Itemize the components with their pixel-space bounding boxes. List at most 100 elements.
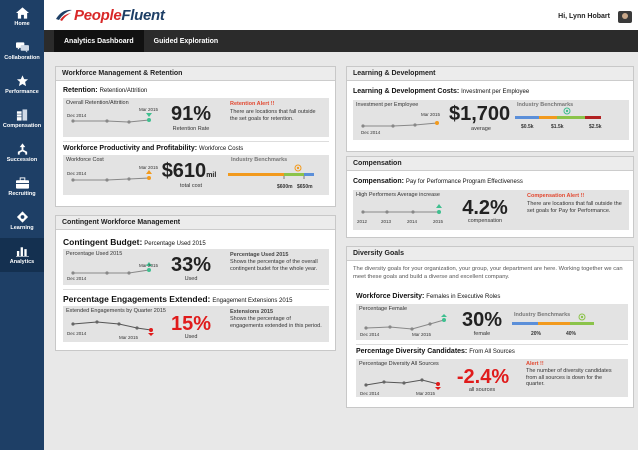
budget-title: Contingent Budget: Percentage Used 2015 [63,237,206,247]
engagements-value: 15% [170,313,212,335]
up-arrow-icon [436,204,442,208]
brand-name-red: People [74,6,122,24]
benchmark-segment [539,116,557,119]
spark-point [437,210,441,214]
chat-icon [15,42,29,53]
sidebar-item-home[interactable]: Home [0,0,44,34]
benchmark-segment [585,116,601,119]
females-caption: female [473,331,491,337]
sidebar-item-label: Home [14,21,30,27]
sidebar-item-collaboration[interactable]: Collaboration [0,34,44,68]
spark-point [135,326,139,330]
logo[interactable]: PeopleFluent [56,7,165,24]
benchmark-marker [578,313,586,321]
spark-point [442,318,446,322]
spark-point [71,271,75,275]
learning-value: $1,700 [449,103,511,125]
section-divider [356,344,628,345]
benchmark-segment [515,116,539,119]
x-label: 2012 [357,219,368,224]
sidebar-item-label: Succession [6,157,38,163]
spark-point [127,177,131,181]
x-end-label: Mar 2015 [412,332,432,337]
spark-point [361,210,365,214]
sidebar-item-compensation[interactable]: Compensation [0,102,44,136]
candidates-value: -2.4% [456,366,510,388]
spark-point [420,378,424,382]
budget-value: 33% [170,254,212,276]
tab-guided-exploration[interactable]: Guided Exploration [153,37,219,45]
tab-bar: Analytics Dashboard Guided Exploration [44,30,638,52]
sidebar-item-succession[interactable]: Succession [0,136,44,170]
user-greeting[interactable]: Hi, Lynn Hobart [558,13,610,20]
spark-point [428,322,432,326]
x-end-label: Mar 2015 [139,107,159,112]
engagements-caption: Used [184,334,198,340]
diversity-panel: Diversity Goals The diversity goals for … [346,246,634,408]
sidebar-item-label: Collaboration [4,55,40,61]
bar-chart-icon [15,247,29,257]
home-icon [15,7,29,19]
x-start-label: Dec 2014 [360,332,380,337]
x-end-label: Mar 2015 [139,263,159,268]
sidebar-item-performance[interactable]: Performance [0,68,44,102]
benchmark-marker [294,164,302,172]
retention-alert-body: There are locations that fall outside th… [230,109,316,122]
candidates-title: Percentage Diversity Candidates: From Al… [356,348,515,355]
spark-point [105,271,109,275]
budget-sparkline [71,262,152,275]
down-arrow-icon [146,113,152,117]
retention-sparkline [71,113,152,124]
sidebar-item-label: Compensation [2,123,42,129]
cost-value: $610mil [161,160,217,182]
tab-analytics-dashboard[interactable]: Analytics Dashboard [54,30,144,52]
benchmark-segment [557,116,585,119]
benchmark-label-a: 20% [531,331,542,337]
x-start-label: Dec 2014 [361,130,381,135]
cost-sparkline [71,170,152,182]
learning-benchmark-bar [515,107,601,119]
engagements-sparkline [71,320,154,336]
top-bar: PeopleFluent Hi, Lynn Hobart [44,0,638,30]
candidates-caption: all sources [468,387,496,393]
panel-header: Workforce Management & Retention [56,67,335,81]
panel-header: Compensation [347,157,633,171]
logo-swoosh-icon [56,9,72,21]
spark-point [147,268,151,272]
benchmark-title: Industry Benchmarks [517,102,574,108]
benchmark-label-c: $2.5k [589,124,602,130]
spark-point [71,322,75,326]
sidebar-item-recruiting[interactable]: Recruiting [0,170,44,204]
spark-point [435,121,439,125]
spark-point [388,325,392,329]
sidebar-item-learning[interactable]: Learning [0,204,44,238]
card-label: Workforce Cost [66,157,104,163]
spark-point [147,176,151,180]
spark-point [149,328,153,332]
x-label: 2014 [407,219,418,224]
spark-point [364,326,368,330]
spark-point [382,380,386,384]
compensation-caption: compensation [467,218,503,224]
avatar[interactable] [618,11,632,23]
candidates-sparkline [364,378,441,390]
compensation-alert-title: Compensation Alert !! [527,193,585,199]
engagements-note-body: Shows the percentage of engagements exte… [230,316,322,329]
retention-card: Overall Retention/Attrition Dec 2014 Mar… [63,98,329,137]
cost-benchmark-bar [228,164,314,179]
sidebar-item-analytics[interactable]: Analytics [0,238,44,272]
productivity-card: Workforce Cost Dec 2014 Mar 2015 $610mil… [63,155,329,195]
star-icon [16,75,28,87]
sidebar-item-label: Recruiting [8,191,36,197]
succession-icon [17,143,27,155]
engagements-card: Extended Engagements by Quarter 2015 Dec… [63,306,329,342]
card-label: Percentage Used 2015 [66,251,123,257]
learning-caption: average [471,126,491,132]
benchmark-label-b: 40% [566,331,577,337]
retention-alert-title: Retention Alert !! [230,101,275,107]
engagements-title: Percentage Engagements Extended: Engagem… [63,294,293,304]
budget-caption: Used [184,276,198,282]
x-end-label: Mar 2015 [139,165,159,170]
retention-title: Retention: Retention/Attrition [63,87,148,94]
x-start-label: Dec 2014 [67,276,87,281]
